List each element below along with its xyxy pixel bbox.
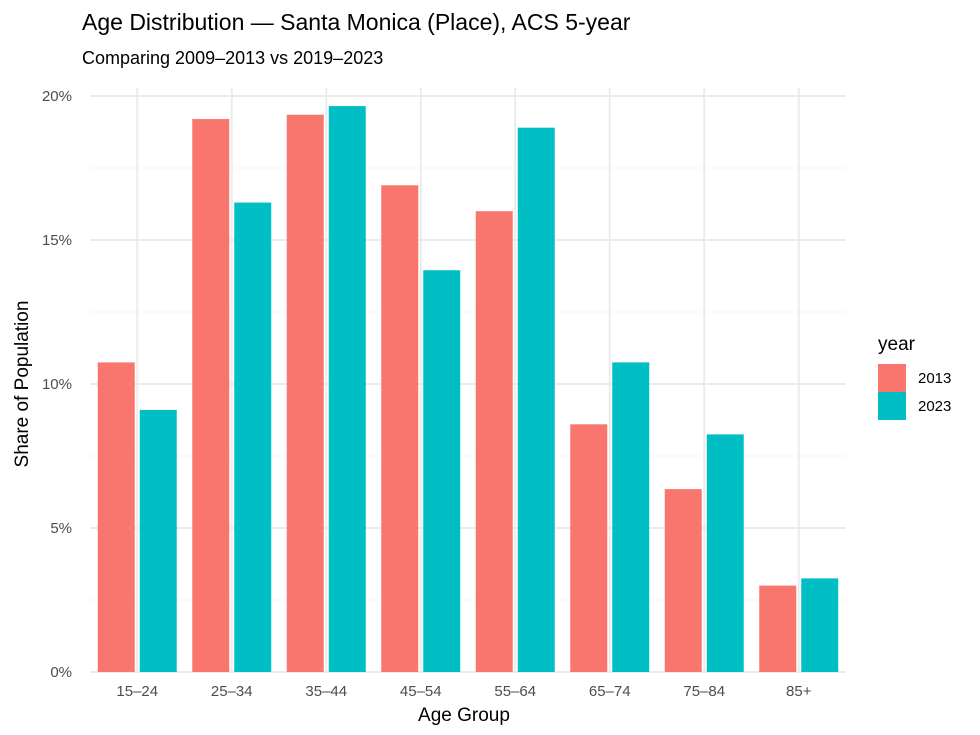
- x-tick-label: 45–54: [400, 683, 442, 700]
- bar-2023-35–44: [328, 106, 366, 672]
- bar-2013-45–54: [381, 185, 419, 672]
- bar-2023-65–74: [612, 362, 650, 672]
- bar-2013-35–44: [286, 114, 324, 673]
- bar-2023-25–34: [234, 202, 272, 672]
- bar-2013-25–34: [192, 119, 230, 673]
- legend-key-2023: [878, 392, 906, 420]
- legend-title: year: [878, 334, 916, 355]
- legend-label-2023: 2023: [918, 398, 951, 415]
- x-tick-label: 85+: [786, 683, 812, 700]
- y-tick-label: 5%: [50, 520, 72, 537]
- legend-label-2013: 2013: [918, 370, 951, 387]
- y-tick-label: 15%: [42, 232, 72, 249]
- bar-2013-15–24: [97, 362, 135, 672]
- x-tick-label: 75–84: [683, 683, 725, 700]
- bar-2023-85+: [801, 578, 839, 672]
- x-tick-label: 15–24: [116, 683, 158, 700]
- x-axis-label: Age Group: [418, 705, 510, 726]
- bar-2023-45–54: [423, 270, 461, 672]
- x-tick-label: 25–34: [211, 683, 253, 700]
- y-tick-label: 20%: [42, 88, 72, 105]
- bar-2013-55–64: [475, 211, 513, 672]
- bar-2013-75–84: [664, 489, 702, 672]
- bar-2013-65–74: [570, 424, 608, 672]
- y-tick-label: 0%: [50, 664, 72, 681]
- y-tick-label: 10%: [42, 376, 72, 393]
- x-tick-label: 65–74: [589, 683, 631, 700]
- chart-subtitle: Comparing 2009–2013 vs 2019–2023: [82, 48, 383, 68]
- x-tick-label: 35–44: [305, 683, 347, 700]
- bar-2023-15–24: [139, 409, 177, 672]
- y-axis-label: Share of Population: [12, 301, 33, 468]
- x-tick-label: 55–64: [494, 683, 536, 700]
- bar-2023-75–84: [706, 434, 744, 672]
- legend-key-2013: [878, 364, 906, 392]
- chart-title: Age Distribution — Santa Monica (Place),…: [82, 9, 631, 35]
- bar-2013-85+: [759, 585, 797, 672]
- bar-2023-55–64: [517, 127, 555, 673]
